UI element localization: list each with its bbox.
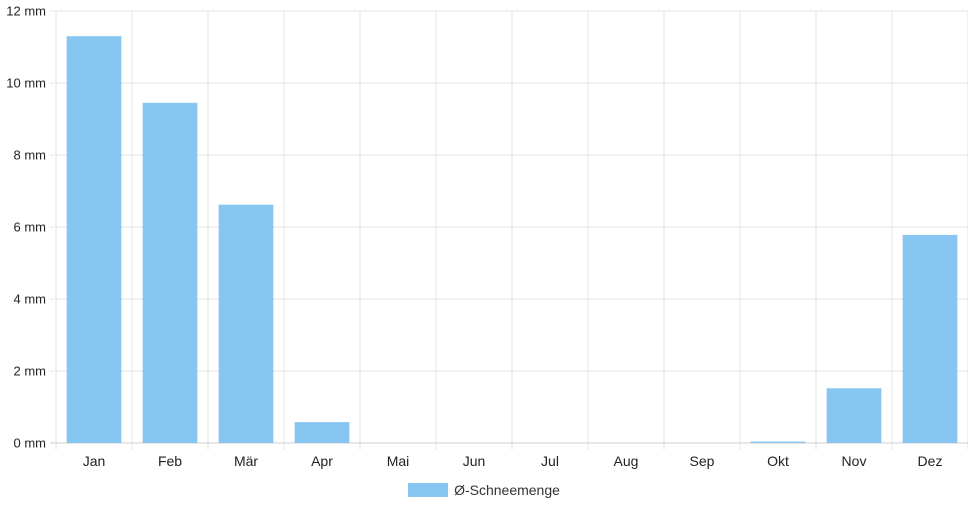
x-tick-label: Jan: [83, 453, 106, 469]
x-tick-label: Aug: [614, 453, 639, 469]
bar-layer: [66, 36, 958, 444]
y-tick-label: 12 mm: [6, 4, 46, 19]
y-tick-label: 2 mm: [14, 364, 47, 379]
x-tick-label: Okt: [767, 453, 789, 469]
chart-plot: 0 mm 2 mm 4 mm 6 mm 8 mm 10 mm 12 mm Jan Feb Mär…: [6, 4, 968, 469]
y-tick-label: 0 mm: [14, 436, 47, 451]
bar[interactable]: [826, 388, 882, 443]
grid-layer: [50, 10, 968, 450]
x-tick-label: Nov: [842, 453, 867, 469]
x-tick-label: Feb: [158, 453, 182, 469]
legend-label: Ø-Schneemenge: [454, 482, 560, 498]
bar[interactable]: [142, 102, 198, 444]
bar[interactable]: [902, 234, 958, 443]
bar[interactable]: [218, 204, 274, 443]
y-tick-label: 10 mm: [6, 76, 46, 91]
x-tick-label: Mär: [234, 453, 258, 469]
x-axis-ticks: Jan Feb Mär Apr Mai Jun Jul Aug Sep Okt Nov Dez: [83, 453, 943, 469]
legend[interactable]: Ø-Schneemenge: [0, 480, 968, 500]
x-tick-label: Dez: [918, 453, 943, 469]
bar[interactable]: [66, 36, 122, 443]
y-tick-label: 4 mm: [14, 292, 47, 307]
x-tick-label: Jul: [541, 453, 559, 469]
x-tick-label: Jun: [463, 453, 486, 469]
bar[interactable]: [294, 422, 350, 443]
y-tick-label: 8 mm: [14, 148, 47, 163]
x-tick-label: Apr: [311, 453, 333, 469]
x-tick-label: Mai: [387, 453, 410, 469]
x-tick-label: Sep: [690, 453, 715, 469]
bar[interactable]: [750, 441, 806, 443]
y-axis-ticks: 0 mm 2 mm 4 mm 6 mm 8 mm 10 mm 12 mm: [6, 4, 46, 451]
legend-swatch: [408, 483, 449, 497]
y-tick-label: 6 mm: [14, 220, 47, 235]
